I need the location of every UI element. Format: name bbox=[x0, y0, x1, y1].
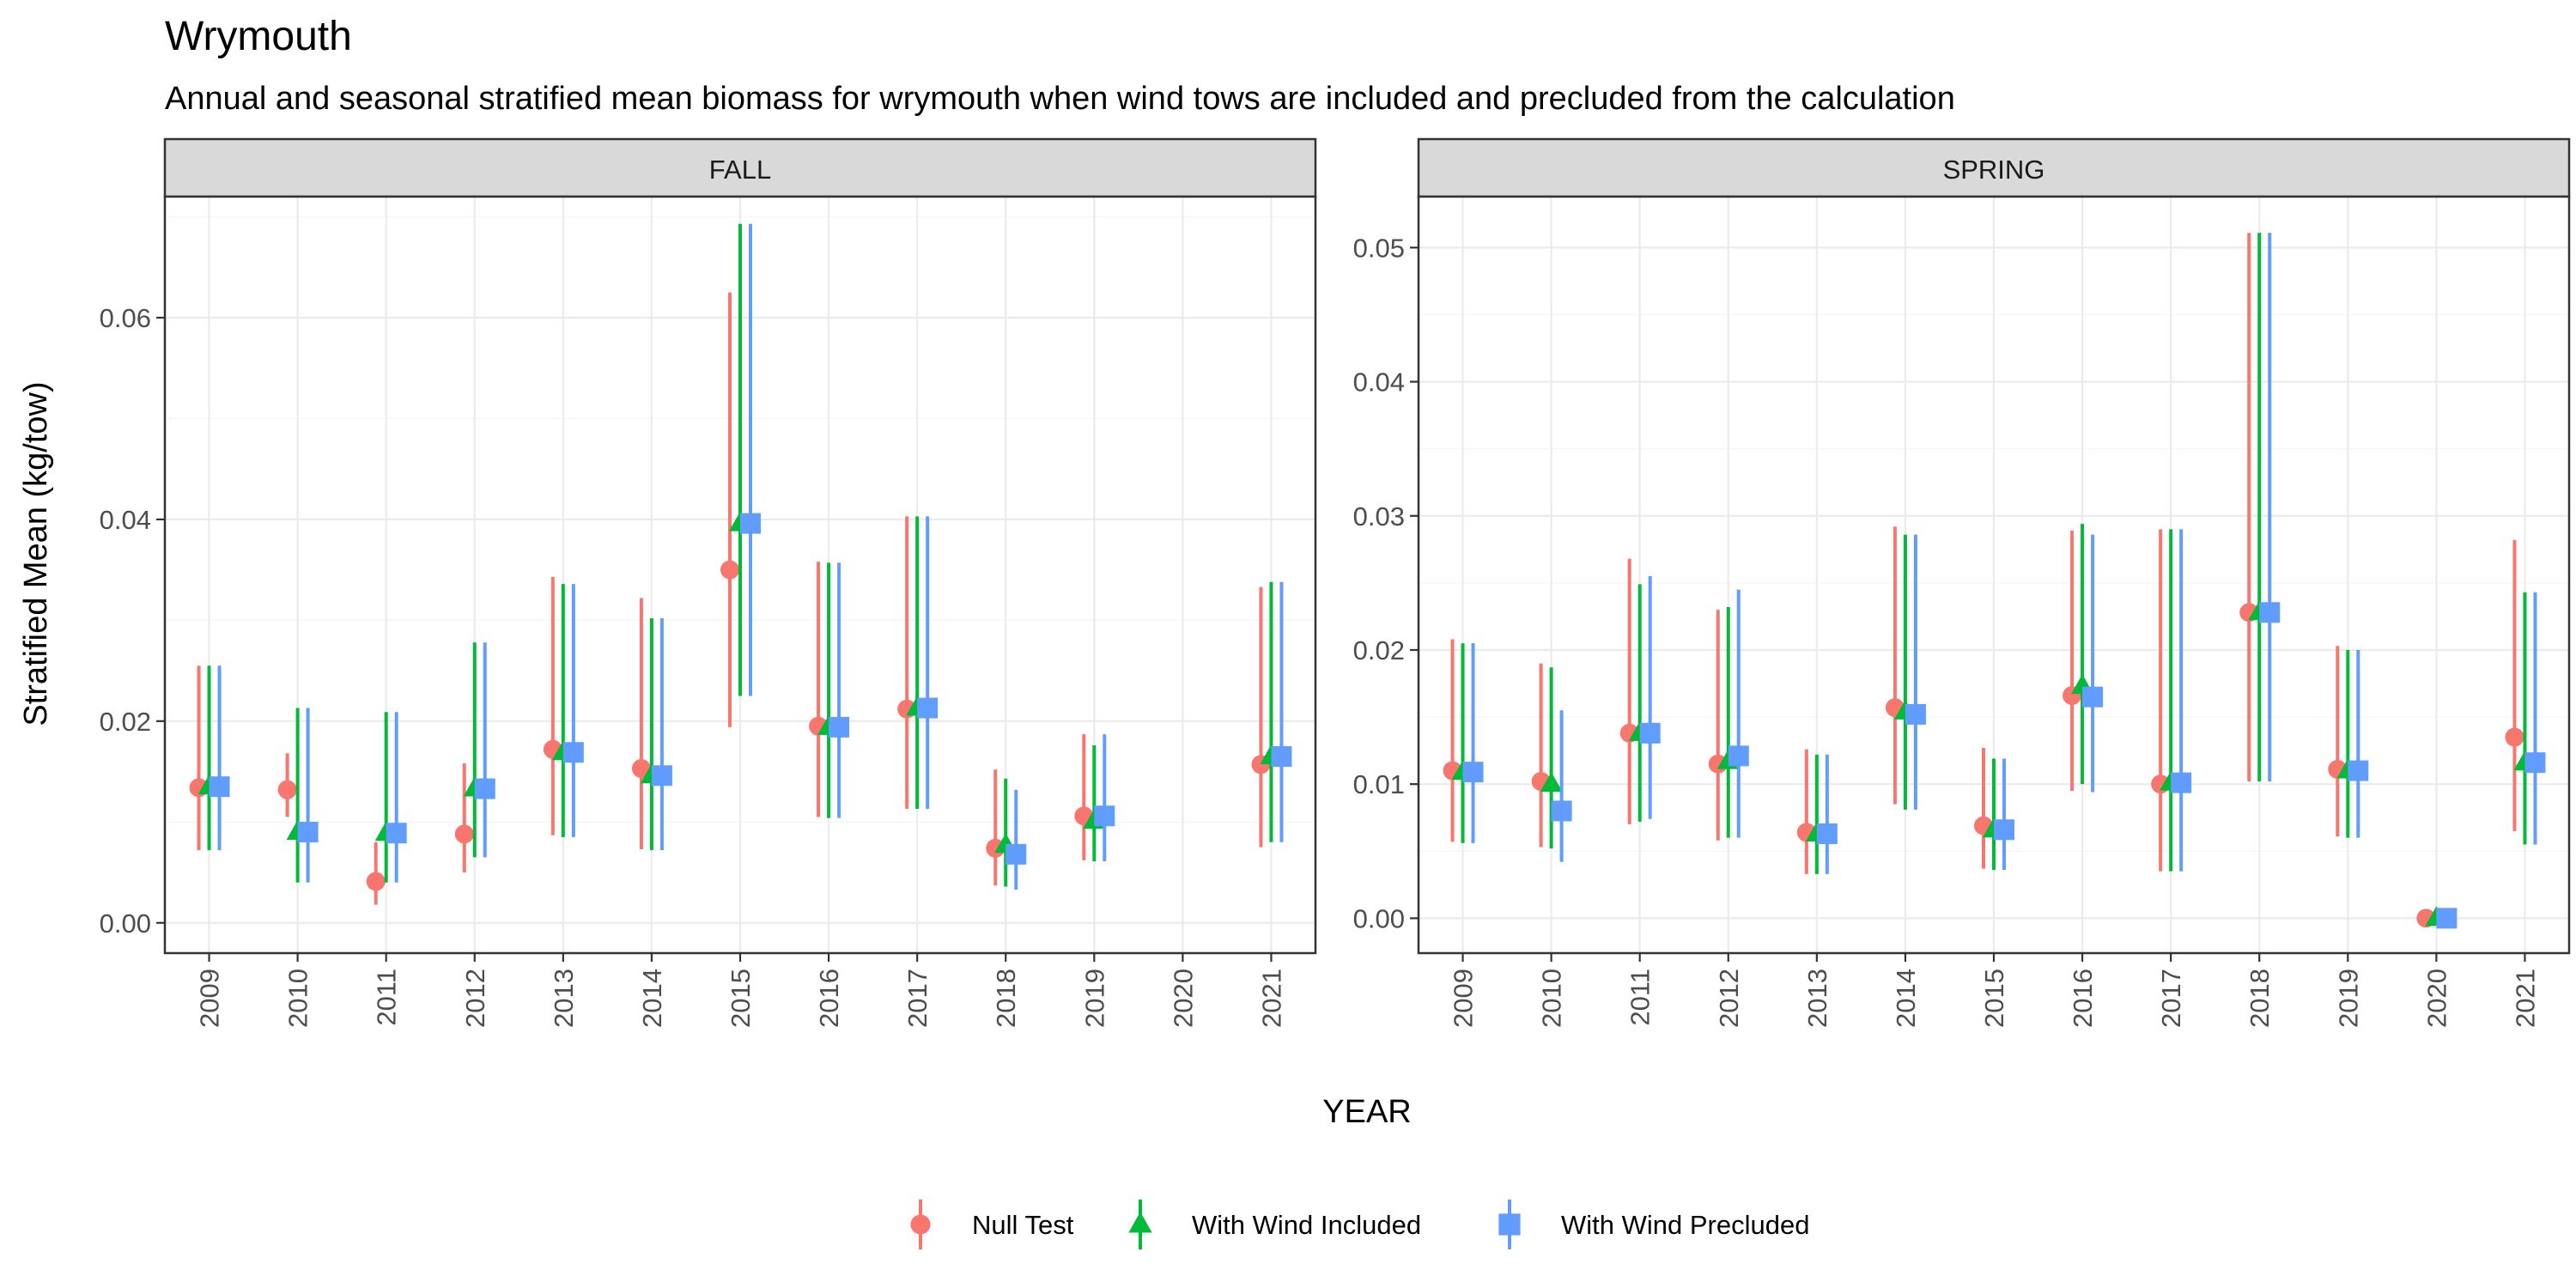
x-tick-label: 2016 bbox=[814, 969, 844, 1028]
y-tick-label: 0.02 bbox=[1353, 635, 1405, 665]
data-point bbox=[386, 823, 407, 844]
legend-key-marker bbox=[910, 1214, 931, 1235]
data-point bbox=[1639, 722, 1661, 744]
x-tick-label: 2010 bbox=[283, 969, 313, 1028]
data-point bbox=[1005, 843, 1027, 865]
x-tick-label: 2013 bbox=[549, 969, 579, 1028]
data-point bbox=[209, 776, 230, 798]
facet-label: SPRING bbox=[1943, 155, 2045, 185]
legend: Null Test With Wind Included With Wind Pre… bbox=[910, 1200, 1809, 1249]
series-with-wind-precluded bbox=[1462, 233, 2546, 929]
x-tick-label: 2014 bbox=[1891, 969, 1921, 1028]
data-point bbox=[1540, 772, 1563, 793]
y-tick-label: 0.00 bbox=[100, 908, 151, 939]
facet-label: FALL bbox=[709, 155, 771, 185]
y-tick-label: 0.04 bbox=[100, 505, 151, 535]
data-point bbox=[297, 822, 319, 843]
panel-border bbox=[1417, 195, 2571, 955]
series-with-wind-precluded bbox=[209, 223, 1292, 890]
x-tick-label: 2015 bbox=[726, 969, 756, 1028]
x-tick-label: 2011 bbox=[1625, 969, 1656, 1026]
data-point bbox=[917, 697, 939, 719]
x-tick-label: 2018 bbox=[2245, 969, 2275, 1028]
data-point bbox=[1728, 745, 1749, 767]
data-point bbox=[2524, 752, 2546, 774]
y-tick-label: 0.06 bbox=[100, 303, 151, 333]
data-point bbox=[631, 759, 651, 779]
y-tick-label: 0.01 bbox=[1353, 769, 1405, 799]
panel-border bbox=[163, 195, 1317, 955]
y-tick-label: 0.03 bbox=[1353, 501, 1405, 532]
facet-strip-fall bbox=[163, 137, 1317, 198]
x-tick-label: 2009 bbox=[1449, 969, 1479, 1028]
data-point bbox=[2082, 686, 2104, 708]
x-axis-title: YEAR bbox=[1322, 1094, 1411, 1130]
data-point bbox=[1994, 819, 2014, 841]
data-point bbox=[2348, 760, 2369, 781]
chart-title: Wrymouth bbox=[165, 14, 352, 59]
x-tick-label: 2011 bbox=[372, 969, 402, 1026]
data-point bbox=[720, 560, 739, 580]
legend-label: Null Test bbox=[972, 1210, 1074, 1240]
x-tick-label: 2016 bbox=[2068, 969, 2098, 1028]
data-point bbox=[1816, 823, 1838, 844]
x-tick-label: 2013 bbox=[1802, 969, 1832, 1028]
data-point bbox=[2436, 908, 2458, 929]
data-point bbox=[1271, 745, 1292, 767]
data-point bbox=[2171, 772, 2192, 793]
panel-spring: SPRING 0.00 0.01 0.02 0.03 0.04 0.05 2009 2010 20… bbox=[1353, 137, 2571, 1028]
data-point bbox=[651, 765, 672, 787]
data-point bbox=[829, 716, 850, 738]
x-tick-label: 2018 bbox=[991, 969, 1021, 1028]
data-point bbox=[366, 872, 386, 891]
x-tick-label: 2021 bbox=[2510, 969, 2540, 1028]
x-tick-label: 2010 bbox=[1537, 969, 1567, 1028]
y-tick-label: 0.00 bbox=[1353, 903, 1405, 933]
y-axis-title: Stratified Mean (kg/tow) bbox=[18, 381, 54, 726]
data-point bbox=[1094, 805, 1115, 827]
panels: FALL 0.00 0.02 0.04 0.06 2009 2010 2011 2012 2013… bbox=[100, 137, 2571, 1028]
y-tick-label: 0.04 bbox=[1353, 368, 1405, 398]
legend-item: Null Test bbox=[910, 1200, 1074, 1249]
data-point bbox=[1462, 762, 1484, 783]
chart-subtitle: Annual and seasonal stratified mean biom… bbox=[165, 81, 1955, 117]
data-point bbox=[2505, 727, 2524, 747]
y-tick-label: 0.02 bbox=[100, 707, 151, 737]
legend-item: With Wind Precluded bbox=[1498, 1200, 1809, 1249]
legend-key-marker bbox=[1128, 1212, 1152, 1233]
legend-label: With Wind Precluded bbox=[1561, 1210, 1809, 1240]
x-tick-label: 2012 bbox=[460, 969, 490, 1028]
x-tick-label: 2015 bbox=[1979, 969, 2009, 1028]
x-tick-label: 2017 bbox=[902, 969, 933, 1028]
x-tick-label: 2021 bbox=[1256, 969, 1286, 1028]
data-point bbox=[474, 778, 495, 799]
data-point bbox=[740, 513, 761, 534]
legend-key-marker bbox=[1498, 1213, 1521, 1236]
x-tick-label: 2017 bbox=[2156, 969, 2186, 1028]
y-tick-label: 0.05 bbox=[1353, 233, 1405, 263]
data-point bbox=[454, 824, 474, 844]
x-tick-label: 2012 bbox=[1714, 969, 1744, 1028]
x-tick-label: 2020 bbox=[2421, 969, 2451, 1028]
data-point bbox=[1551, 800, 1572, 822]
series-with-wind-included bbox=[197, 223, 1283, 887]
data-point bbox=[1905, 703, 1926, 725]
data-point bbox=[277, 780, 297, 799]
x-tick-label: 2019 bbox=[1079, 969, 1109, 1028]
x-tick-label: 2009 bbox=[195, 969, 225, 1028]
data-point bbox=[2259, 602, 2281, 623]
x-tick-label: 2019 bbox=[2333, 969, 2363, 1028]
panel-fall: FALL 0.00 0.02 0.04 0.06 2009 2010 2011 2012 2013… bbox=[100, 137, 1317, 1028]
x-tick-label: 2014 bbox=[637, 969, 667, 1028]
facet-strip-spring bbox=[1417, 137, 2571, 198]
legend-label: With Wind Included bbox=[1192, 1210, 1421, 1240]
x-tick-label: 2020 bbox=[1168, 969, 1198, 1028]
data-point bbox=[562, 742, 584, 763]
legend-item: With Wind Included bbox=[1128, 1200, 1421, 1249]
